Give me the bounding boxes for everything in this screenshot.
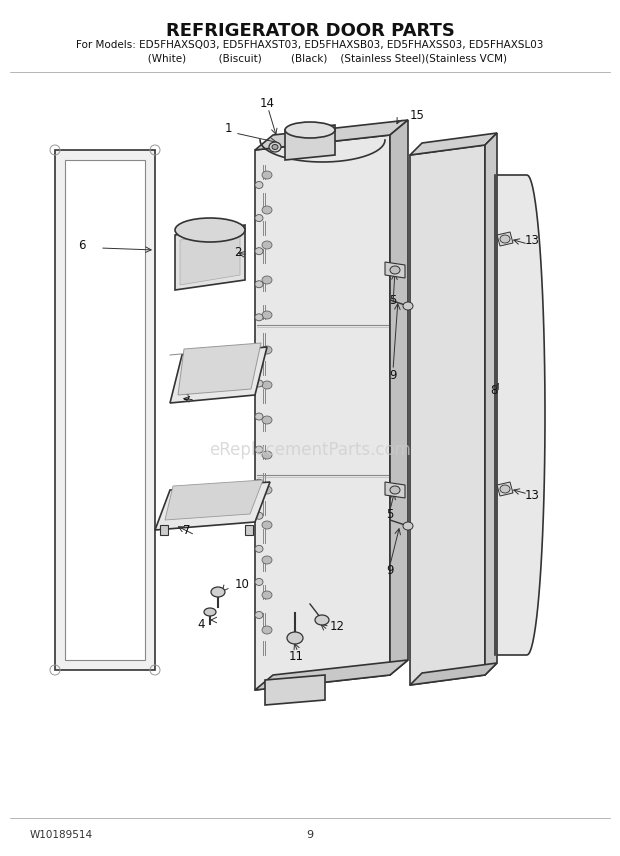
Bar bbox=[65, 160, 145, 660]
Ellipse shape bbox=[287, 632, 303, 644]
Polygon shape bbox=[485, 133, 497, 675]
Text: 9: 9 bbox=[386, 563, 394, 576]
Text: 13: 13 bbox=[525, 489, 540, 502]
Text: 4: 4 bbox=[198, 619, 205, 632]
Polygon shape bbox=[385, 482, 405, 498]
Ellipse shape bbox=[262, 416, 272, 424]
Ellipse shape bbox=[255, 611, 263, 619]
Ellipse shape bbox=[211, 587, 225, 597]
Ellipse shape bbox=[262, 346, 272, 354]
Polygon shape bbox=[390, 120, 408, 675]
Ellipse shape bbox=[255, 281, 263, 288]
Ellipse shape bbox=[403, 302, 413, 310]
Ellipse shape bbox=[255, 579, 263, 586]
Text: 14: 14 bbox=[260, 97, 275, 110]
Text: 8: 8 bbox=[490, 383, 497, 396]
Text: 5: 5 bbox=[386, 508, 394, 521]
Text: 9: 9 bbox=[306, 830, 314, 840]
Ellipse shape bbox=[262, 521, 272, 529]
Text: W10189514: W10189514 bbox=[30, 830, 93, 840]
Text: 6: 6 bbox=[78, 239, 86, 252]
Ellipse shape bbox=[262, 241, 272, 249]
Text: 15: 15 bbox=[410, 109, 425, 122]
Polygon shape bbox=[410, 663, 497, 685]
Ellipse shape bbox=[390, 266, 400, 274]
Polygon shape bbox=[285, 125, 335, 160]
Polygon shape bbox=[180, 233, 240, 285]
Text: 13: 13 bbox=[525, 234, 540, 247]
Polygon shape bbox=[495, 175, 545, 655]
Polygon shape bbox=[255, 135, 390, 690]
Text: eReplacementParts.com: eReplacementParts.com bbox=[209, 441, 411, 459]
Polygon shape bbox=[497, 232, 513, 246]
Ellipse shape bbox=[315, 615, 329, 625]
Bar bbox=[55, 150, 155, 670]
Ellipse shape bbox=[500, 235, 510, 243]
Text: 1: 1 bbox=[224, 122, 232, 134]
Ellipse shape bbox=[262, 171, 272, 179]
Ellipse shape bbox=[255, 512, 263, 520]
Polygon shape bbox=[410, 145, 485, 685]
Ellipse shape bbox=[262, 381, 272, 389]
Polygon shape bbox=[170, 347, 267, 403]
Polygon shape bbox=[165, 480, 263, 520]
Ellipse shape bbox=[262, 591, 272, 599]
Ellipse shape bbox=[262, 556, 272, 564]
Ellipse shape bbox=[255, 181, 263, 188]
Polygon shape bbox=[255, 120, 408, 150]
Ellipse shape bbox=[255, 314, 263, 321]
Text: 9: 9 bbox=[389, 368, 397, 382]
Ellipse shape bbox=[262, 206, 272, 214]
Text: (White)          (Biscuit)         (Black)    (Stainless Steel)(Stainless VCM): (White) (Biscuit) (Black) (Stainless Ste… bbox=[112, 53, 508, 63]
Ellipse shape bbox=[285, 122, 335, 138]
Polygon shape bbox=[175, 225, 245, 290]
Ellipse shape bbox=[262, 626, 272, 634]
Ellipse shape bbox=[255, 479, 263, 486]
Bar bbox=[160, 525, 168, 535]
Polygon shape bbox=[255, 660, 408, 690]
Text: 5: 5 bbox=[389, 294, 397, 306]
Ellipse shape bbox=[390, 486, 400, 494]
Polygon shape bbox=[497, 482, 513, 496]
Ellipse shape bbox=[500, 485, 510, 493]
Ellipse shape bbox=[255, 446, 263, 453]
Ellipse shape bbox=[255, 347, 263, 354]
Text: 7: 7 bbox=[182, 525, 190, 538]
Text: 12: 12 bbox=[330, 620, 345, 633]
Ellipse shape bbox=[262, 486, 272, 494]
Text: 10: 10 bbox=[235, 579, 250, 591]
Ellipse shape bbox=[255, 413, 263, 420]
Ellipse shape bbox=[403, 522, 413, 530]
Ellipse shape bbox=[272, 145, 278, 150]
Ellipse shape bbox=[255, 380, 263, 387]
Ellipse shape bbox=[255, 215, 263, 222]
Ellipse shape bbox=[255, 545, 263, 552]
Ellipse shape bbox=[262, 276, 272, 284]
Ellipse shape bbox=[262, 451, 272, 459]
Ellipse shape bbox=[269, 142, 281, 152]
Polygon shape bbox=[155, 482, 270, 530]
Polygon shape bbox=[385, 262, 405, 278]
Polygon shape bbox=[265, 675, 325, 705]
Bar bbox=[245, 525, 253, 535]
Ellipse shape bbox=[204, 608, 216, 616]
Ellipse shape bbox=[262, 311, 272, 319]
Ellipse shape bbox=[175, 218, 245, 242]
Text: 3: 3 bbox=[183, 389, 190, 402]
Text: 2: 2 bbox=[234, 246, 242, 259]
Text: 11: 11 bbox=[288, 651, 304, 663]
Ellipse shape bbox=[255, 247, 263, 254]
Polygon shape bbox=[178, 343, 261, 395]
Text: For Models: ED5FHAXSQ03, ED5FHAXST03, ED5FHAXSB03, ED5FHAXSS03, ED5FHAXSL03: For Models: ED5FHAXSQ03, ED5FHAXST03, ED… bbox=[76, 40, 544, 50]
Text: REFRIGERATOR DOOR PARTS: REFRIGERATOR DOOR PARTS bbox=[166, 22, 454, 40]
Polygon shape bbox=[410, 133, 497, 155]
